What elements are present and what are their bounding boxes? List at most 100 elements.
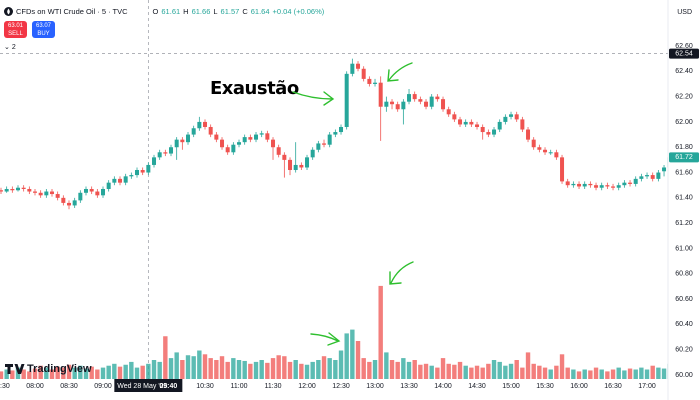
volume-bar: [316, 360, 321, 379]
volume-bar: [66, 364, 72, 379]
crosshair-date: Wed 28 May '25: [117, 383, 167, 390]
x-tick-label: 16:30: [604, 383, 622, 390]
volume-bar: [100, 367, 106, 379]
candle-body: [509, 114, 514, 117]
volume-bar: [95, 369, 100, 379]
candle-body: [418, 99, 423, 102]
y-tick-label: 60.20: [675, 347, 693, 354]
candle-body: [231, 144, 236, 153]
candle-body: [27, 188, 32, 192]
volume-bar: [112, 363, 117, 379]
sell-button[interactable]: 63.01 SELL: [4, 21, 27, 38]
y-tick-label: 61.60: [675, 169, 693, 176]
volume-bar: [554, 365, 559, 379]
volume-bar: [593, 367, 599, 379]
x-tick-label: 08:30: [60, 383, 78, 390]
candle-body: [118, 178, 123, 183]
candle-body: [429, 96, 434, 107]
volume-bar: [219, 356, 225, 379]
volume-bar: [622, 370, 627, 379]
candle-body: [288, 159, 293, 171]
candle-body: [72, 200, 77, 206]
candle-body: [84, 188, 89, 193]
volume-bar: [299, 363, 304, 379]
indicator-toggle[interactable]: ⌄ 2: [4, 44, 16, 51]
candle-body: [293, 164, 298, 171]
arrow: [310, 332, 341, 346]
candle-body: [50, 191, 55, 195]
volume-bar: [548, 369, 553, 379]
volume-bar: [610, 369, 616, 379]
candle-body: [140, 170, 145, 173]
volume-bar: [242, 360, 247, 379]
x-tick-label: 13:30: [400, 383, 418, 390]
volume-bar: [236, 360, 242, 379]
candle-body: [67, 202, 72, 206]
volume-bar: [588, 370, 593, 379]
candle-body: [424, 101, 429, 107]
y-tick-label: 60.40: [675, 321, 693, 328]
volume-bar: [32, 368, 38, 379]
volume-bar: [27, 371, 32, 379]
candle-body: [163, 152, 168, 154]
candle-body: [38, 192, 43, 196]
candle-body: [395, 104, 400, 110]
candle-body: [152, 157, 157, 165]
volume-bar: [174, 352, 179, 379]
x-tick-label: 07:30: [0, 383, 10, 390]
volume-bar: [276, 355, 281, 379]
volume-bar: [571, 369, 576, 379]
volume-bar: [531, 363, 536, 379]
candle-body: [305, 157, 310, 168]
volume-bar: [429, 365, 434, 379]
volume-bar: [355, 341, 361, 379]
candle-body: [242, 137, 247, 143]
arrow: [387, 62, 413, 82]
volume-bar: [520, 367, 525, 379]
volume-bar: [55, 366, 60, 379]
volume-bar: [21, 369, 26, 379]
candle-body: [89, 188, 94, 192]
plot: [0, 0, 672, 379]
ohlc-value: 61.64: [250, 7, 270, 16]
volume-bar: [491, 360, 497, 379]
volume-bar: [157, 361, 162, 379]
logo-icon: [5, 364, 25, 374]
candle-body: [611, 186, 616, 188]
volume-bar: [0, 371, 4, 379]
candle-body: [390, 101, 395, 105]
candle-body: [407, 94, 412, 102]
candle-body: [633, 178, 638, 184]
candle-body: [101, 188, 106, 196]
candle-body: [560, 157, 565, 182]
candle-body: [554, 152, 559, 158]
volume-bar: [270, 358, 276, 379]
volume-bar: [395, 361, 400, 379]
legend-row: CFDs on WTI Crude Oil · 5 · TVC O 61.61 H…: [4, 7, 324, 16]
arrow: [292, 91, 335, 106]
volume-bar: [565, 367, 570, 379]
volume-bar: [576, 371, 582, 379]
candle-body: [537, 147, 542, 150]
volume-bar: [418, 364, 423, 379]
volume-bar: [83, 368, 89, 379]
volume-bar: [480, 367, 485, 379]
y-tick-label: 62.20: [675, 93, 693, 100]
candle-body: [169, 147, 174, 154]
volume-bar: [372, 360, 378, 379]
logo: TradingView: [5, 363, 92, 375]
buy-button[interactable]: 63.07 BUY: [32, 21, 55, 38]
candle-body: [458, 119, 463, 125]
volume-bar: [49, 369, 55, 379]
volume-bar: [265, 362, 270, 379]
volume-bar: [344, 333, 349, 379]
volume-bar: [327, 358, 332, 379]
candle-body: [191, 128, 196, 135]
candle-body: [282, 154, 287, 160]
crosshair-time: 09:40: [159, 383, 177, 390]
candle-body: [44, 191, 49, 196]
volume-bar: [469, 367, 474, 379]
logo-text: TradingView: [27, 363, 92, 375]
volume-bar: [304, 364, 310, 379]
